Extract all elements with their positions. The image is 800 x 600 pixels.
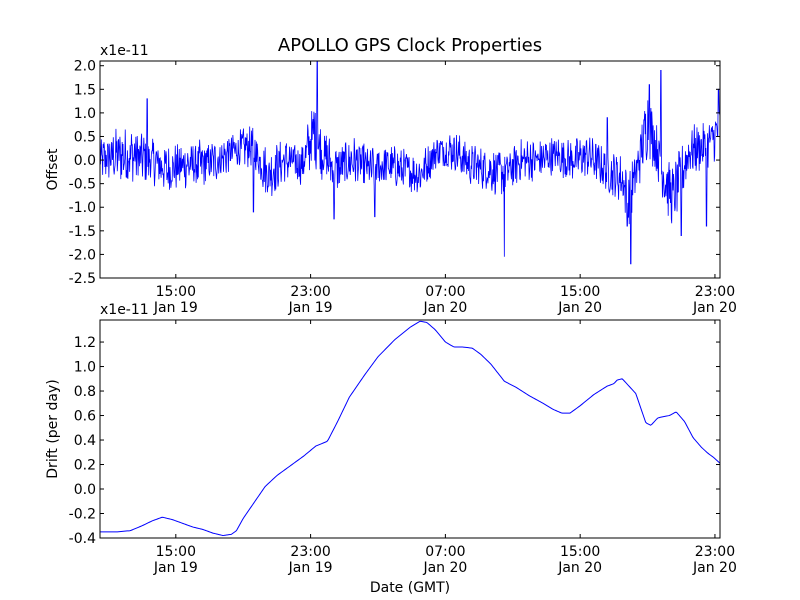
x-tick-time-label: 07:00 bbox=[425, 544, 465, 560]
x-tick-time-label: 15:00 bbox=[156, 284, 196, 300]
x-tick-time-label: 23:00 bbox=[695, 544, 735, 560]
y-scale-label: x1e-11 bbox=[100, 302, 149, 318]
y-tick-label: 1.5 bbox=[74, 82, 96, 98]
drift-series-line bbox=[100, 320, 720, 537]
x-tick-date-label: Jan 19 bbox=[288, 560, 333, 576]
y-tick-label: 1.2 bbox=[74, 335, 96, 351]
y-tick-label: 1.0 bbox=[74, 106, 96, 122]
y-tick-label: -2.5 bbox=[69, 271, 96, 287]
y-tick-label: -1.5 bbox=[69, 224, 96, 240]
x-tick-date-label: Jan 20 bbox=[422, 560, 467, 576]
x-tick-date-label: Jan 20 bbox=[557, 560, 602, 576]
y-tick-label: -1.0 bbox=[69, 200, 96, 216]
x-tick-date-label: Jan 20 bbox=[422, 300, 467, 316]
offset-panel: -2.5 -2.0 -1.5 -1.0 -0.5 0.0 0.5 1.0 1.5 2.0 15:00… bbox=[45, 43, 737, 316]
y-tick-label: 0.2 bbox=[74, 458, 96, 474]
y-tick-label: -0.4 bbox=[69, 531, 96, 547]
x-tick-time-label: 15:00 bbox=[560, 284, 600, 300]
y-tick-label: -0.5 bbox=[69, 177, 96, 193]
x-tick-time-label: 15:00 bbox=[560, 544, 600, 560]
axes-frame bbox=[99, 60, 721, 279]
y-scale-label: x1e-11 bbox=[100, 43, 149, 59]
axes-frame bbox=[99, 319, 721, 539]
y-tick-label: 0.8 bbox=[74, 384, 96, 400]
x-tick-date-label: Jan 19 bbox=[153, 560, 198, 576]
y-tick-label: 0.0 bbox=[74, 153, 96, 169]
x-tick-time-label: 07:00 bbox=[425, 284, 465, 300]
x-tick-date-label: Jan 20 bbox=[557, 300, 602, 316]
y-axis-label: Drift (per day) bbox=[45, 379, 61, 478]
y-tick-label: 0.5 bbox=[74, 129, 96, 145]
offset-series-line bbox=[100, 61, 720, 265]
y-tick-label: -0.2 bbox=[69, 507, 96, 523]
y-axis-label: Offset bbox=[45, 148, 61, 191]
x-tick-date-label: Jan 20 bbox=[692, 300, 737, 316]
y-tick-label: 2.0 bbox=[74, 59, 96, 75]
x-tick-date-label: Jan 20 bbox=[692, 560, 737, 576]
y-tick-label: 0.4 bbox=[74, 433, 96, 449]
x-tick-date-label: Jan 19 bbox=[153, 300, 198, 316]
y-tick-label: 0.0 bbox=[74, 482, 96, 498]
x-tick-time-label: 15:00 bbox=[156, 544, 196, 560]
x-tick-time-label: 23:00 bbox=[290, 284, 330, 300]
chart-title: APOLLO GPS Clock Properties bbox=[278, 35, 542, 56]
y-tick-label: 1.0 bbox=[74, 360, 96, 376]
x-tick-time-label: 23:00 bbox=[695, 284, 735, 300]
y-tick-label: -2.0 bbox=[69, 247, 96, 263]
x-tick-date-label: Jan 19 bbox=[288, 300, 333, 316]
x-axis-label: Date (GMT) bbox=[370, 580, 450, 596]
x-tick-time-label: 23:00 bbox=[290, 544, 330, 560]
y-tick-label: 0.6 bbox=[74, 409, 96, 425]
